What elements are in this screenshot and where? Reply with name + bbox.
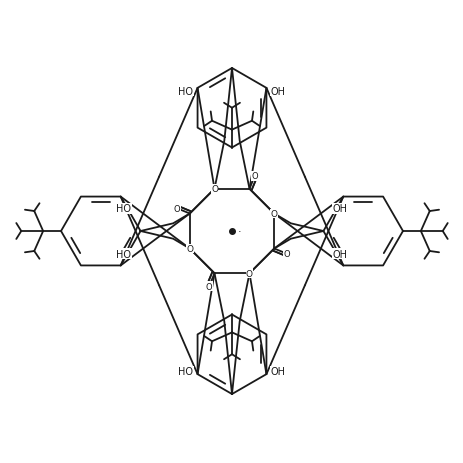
Text: HO: HO [116, 204, 131, 214]
Text: O: O [283, 250, 290, 259]
Text: O: O [251, 172, 257, 181]
Text: O: O [173, 204, 180, 213]
Text: OH: OH [332, 249, 347, 259]
Text: HO: HO [178, 87, 193, 97]
Text: HO: HO [178, 366, 193, 376]
Text: OH: OH [270, 87, 285, 97]
Text: O: O [206, 282, 212, 291]
Text: O: O [186, 244, 193, 253]
Text: HO: HO [116, 249, 131, 259]
Text: O: O [211, 185, 218, 194]
Text: OH: OH [332, 204, 347, 214]
Text: O: O [270, 210, 277, 219]
Text: OH: OH [270, 366, 285, 376]
Text: O: O [245, 269, 252, 278]
Text: ·: · [238, 226, 241, 237]
